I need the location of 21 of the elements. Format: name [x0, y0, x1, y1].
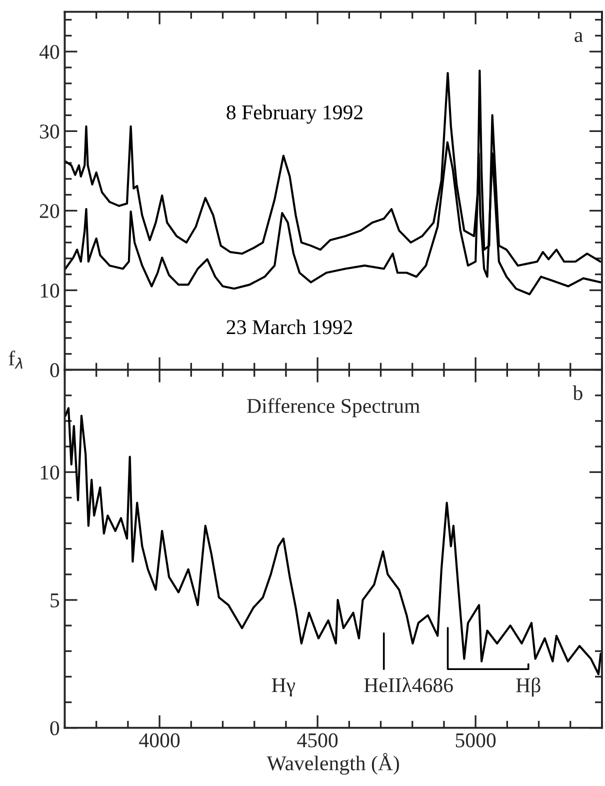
text: 8 February 1992	[226, 104, 362, 124]
text: Difference Spectrum	[247, 398, 420, 418]
x-tick-label: 4500	[297, 733, 338, 748]
annotation: a	[574, 32, 583, 42]
y-tick-label: 10	[40, 284, 60, 298]
annotation: HeIIλ4686	[364, 677, 453, 692]
x-tick-label: 5000	[456, 733, 496, 748]
y-tick-label: 30	[40, 124, 60, 139]
annotation: Hβ	[516, 677, 540, 697]
y-tick-label: 20	[40, 204, 60, 218]
annotation: Hγ	[272, 678, 296, 696]
y-tick-label: 40	[39, 44, 60, 60]
y-tick-label: 10	[40, 465, 60, 480]
series-label: 23 March 1992	[226, 320, 352, 334]
annotation: b	[572, 385, 582, 400]
y-axis-title: f$_{λ}$	[8, 350, 22, 369]
y-tick-label: 0	[50, 363, 60, 378]
x-tick-label: 4000	[139, 733, 180, 748]
y-tick-label: 0	[50, 721, 60, 736]
y-tick-label: 5	[50, 594, 60, 608]
x-axis-title: Wavelength (Å)	[266, 752, 399, 775]
